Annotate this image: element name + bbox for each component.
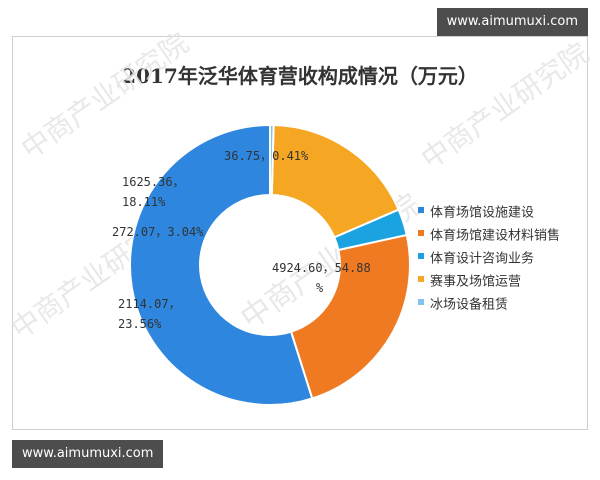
slice-data-label: 2114.07， 23.56% bbox=[118, 297, 181, 331]
legend-label: 冰场设备租赁 bbox=[430, 297, 508, 313]
legend-swatch bbox=[418, 299, 424, 305]
slice-data-label: 36.75，0.41% bbox=[224, 149, 309, 163]
donut-slice bbox=[289, 233, 411, 400]
slice-data-label: 1625.36， 18.11% bbox=[122, 175, 185, 209]
slice-data-label: 4924.60，54.88% bbox=[272, 261, 371, 295]
legend-label: 体育场馆建设材料销售 bbox=[430, 228, 560, 244]
svg-text:中商产业研究院: 中商产业研究院 bbox=[415, 36, 594, 175]
legend-label: 赛事及场馆运营 bbox=[430, 274, 521, 290]
donut-slice bbox=[129, 123, 314, 406]
chart-title: 2017年泛华体育营收构成情况（万元） bbox=[122, 64, 478, 88]
site-watermark-top: www.aimumuxi.com bbox=[436, 8, 588, 36]
donut-slice bbox=[269, 123, 275, 197]
donut-slices bbox=[129, 123, 411, 406]
legend-swatch bbox=[418, 253, 424, 259]
legend-label: 体育场馆设施建设 bbox=[430, 205, 534, 221]
legend-swatch bbox=[418, 276, 424, 282]
site-watermark-bottom: www.aimumuxi.com bbox=[12, 440, 164, 468]
legend-label: 体育设计咨询业务 bbox=[430, 251, 534, 267]
svg-text:中商产业研究院: 中商产业研究院 bbox=[15, 26, 194, 165]
donut-slice bbox=[270, 124, 400, 239]
legend-swatch bbox=[418, 230, 424, 236]
slice-labels: 4924.60，54.88 % 2114.07， 23.56% 272.07，3.04%… bbox=[112, 149, 371, 331]
slice-data-label: 272.07，3.04% bbox=[112, 225, 204, 239]
legend-swatch bbox=[418, 207, 424, 213]
